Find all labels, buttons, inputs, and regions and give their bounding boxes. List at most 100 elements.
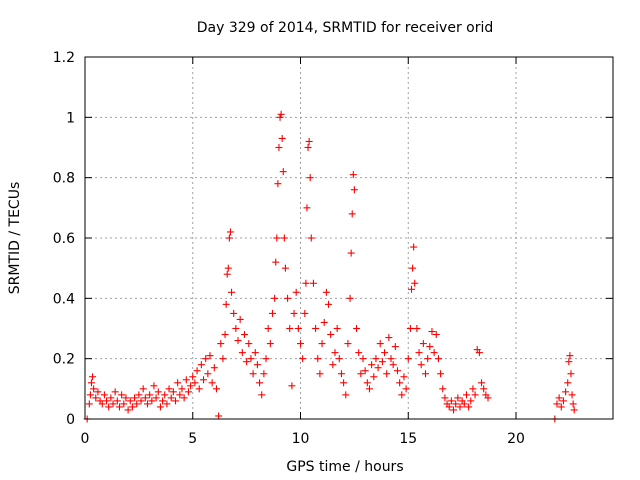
data-point bbox=[264, 325, 272, 332]
data-point bbox=[430, 349, 438, 357]
data-point bbox=[139, 385, 147, 393]
y-tick-label: 0.6 bbox=[53, 231, 75, 247]
data-point bbox=[450, 406, 458, 414]
data-point bbox=[454, 394, 462, 402]
data-point bbox=[318, 340, 326, 348]
data-point bbox=[478, 379, 486, 387]
x-tick-label: 0 bbox=[81, 431, 90, 447]
data-point bbox=[135, 391, 143, 399]
data-point bbox=[272, 258, 280, 266]
data-point bbox=[387, 355, 395, 363]
data-point bbox=[280, 234, 288, 242]
data-point bbox=[197, 361, 205, 369]
data-point bbox=[113, 397, 121, 405]
data-point bbox=[475, 349, 483, 357]
data-point bbox=[131, 394, 139, 402]
data-point bbox=[156, 403, 164, 411]
data-point bbox=[260, 370, 268, 378]
data-point bbox=[109, 400, 117, 408]
data-point bbox=[118, 391, 126, 399]
y-axis-label: SRMTID / TECUs bbox=[7, 182, 23, 295]
data-point bbox=[290, 309, 298, 317]
data-point bbox=[413, 325, 421, 332]
data-point bbox=[238, 349, 246, 357]
data-point bbox=[402, 385, 410, 393]
data-point bbox=[301, 309, 309, 317]
data-point bbox=[225, 234, 233, 242]
data-point bbox=[279, 168, 287, 176]
data-point bbox=[368, 361, 376, 369]
data-point bbox=[224, 264, 232, 272]
data-point bbox=[208, 379, 216, 387]
data-point bbox=[89, 373, 97, 381]
data-point bbox=[355, 349, 363, 357]
data-point bbox=[133, 400, 141, 408]
data-point bbox=[342, 391, 350, 399]
data-point bbox=[432, 331, 440, 339]
data-point bbox=[314, 355, 322, 363]
data-point bbox=[182, 376, 190, 384]
data-point bbox=[570, 406, 578, 414]
data-point bbox=[193, 367, 201, 375]
data-point bbox=[232, 325, 240, 332]
data-point bbox=[90, 385, 98, 393]
data-point bbox=[559, 397, 567, 405]
data-point bbox=[206, 352, 214, 360]
data-point bbox=[100, 391, 108, 399]
data-point bbox=[303, 204, 311, 212]
data-point bbox=[159, 397, 167, 405]
data-point bbox=[249, 370, 257, 378]
data-point bbox=[348, 210, 356, 218]
x-tick-label: 20 bbox=[507, 431, 525, 447]
data-point bbox=[240, 331, 248, 339]
data-point bbox=[137, 397, 145, 405]
x-tick-label: 15 bbox=[399, 431, 417, 447]
data-point bbox=[234, 337, 242, 345]
data-point bbox=[419, 340, 427, 348]
data-point bbox=[322, 288, 330, 296]
data-point bbox=[374, 364, 382, 372]
data-point bbox=[202, 355, 210, 363]
data-point bbox=[569, 400, 577, 408]
data-point bbox=[312, 325, 320, 332]
data-point bbox=[256, 379, 264, 387]
data-point bbox=[154, 388, 162, 396]
data-point bbox=[262, 355, 270, 363]
data-point bbox=[415, 349, 423, 357]
data-point bbox=[243, 358, 251, 366]
data-point bbox=[223, 270, 231, 278]
data-point bbox=[340, 379, 348, 387]
chart-title: Day 329 of 2014, SRMTID for receiver ori… bbox=[197, 20, 494, 36]
data-point bbox=[404, 355, 412, 363]
data-point bbox=[329, 361, 337, 369]
data-point bbox=[161, 391, 169, 399]
x-tick-label: 10 bbox=[292, 431, 310, 447]
data-point bbox=[126, 397, 134, 405]
data-point bbox=[245, 340, 253, 348]
data-point bbox=[441, 394, 449, 402]
data-point bbox=[426, 343, 434, 351]
data-point bbox=[445, 403, 453, 411]
y-tick-label: 1 bbox=[66, 110, 75, 126]
data-point bbox=[381, 349, 389, 357]
data-point bbox=[230, 309, 238, 317]
data-point bbox=[297, 340, 305, 348]
data-point bbox=[236, 315, 244, 323]
data-point bbox=[87, 379, 95, 387]
data-point bbox=[268, 309, 276, 317]
axis-ticks bbox=[84, 56, 613, 420]
y-tick-label: 1.2 bbox=[53, 50, 75, 66]
data-point bbox=[146, 391, 154, 399]
data-point bbox=[346, 294, 354, 302]
data-point bbox=[251, 349, 259, 357]
data-point bbox=[228, 288, 236, 296]
data-point bbox=[111, 388, 119, 396]
data-point bbox=[385, 334, 393, 342]
data-point bbox=[275, 144, 283, 151]
data-point bbox=[115, 403, 123, 411]
data-point bbox=[325, 300, 333, 308]
data-point bbox=[307, 234, 315, 242]
data-point bbox=[361, 367, 369, 375]
data-point bbox=[437, 370, 445, 378]
